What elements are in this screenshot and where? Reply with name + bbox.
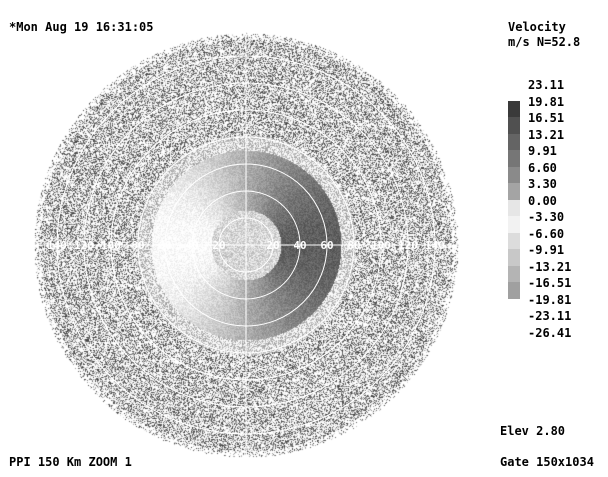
legend-swatch — [508, 166, 520, 183]
legend-label: -26.41 — [528, 325, 572, 340]
units-nyquist: m/s N=52.8 — [508, 35, 581, 49]
range-label: 40 — [293, 239, 306, 252]
range-label: 20 — [212, 239, 225, 252]
range-label: 80 — [131, 239, 144, 252]
legend-swatch — [508, 150, 520, 167]
elevation-angle: Elev 2.80 — [500, 424, 566, 438]
range-label: 20 — [266, 239, 279, 252]
product-title: Velocity — [508, 20, 566, 34]
legend-swatch — [508, 249, 520, 266]
legend-row: 16.51 — [508, 111, 600, 134]
legend-swatch — [508, 265, 520, 282]
legend-row: -19.81 — [508, 293, 600, 315]
legend-swatch — [508, 100, 520, 117]
legend-swatch — [508, 331, 520, 348]
legend-label: -6.60 — [528, 226, 565, 241]
range-label: 60 — [320, 239, 333, 252]
legend-swatch — [508, 216, 520, 233]
legend-row: -16.51 — [508, 276, 600, 299]
legend-row: 13.21 — [508, 128, 600, 150]
gate-info: Gate 150x1034 — [500, 455, 594, 469]
legend-row: 3.30 — [508, 177, 600, 200]
range-label: 80 — [347, 239, 360, 252]
legend-swatch — [508, 282, 520, 299]
legend-label: -16.51 — [528, 276, 572, 290]
legend-swatch — [508, 232, 520, 249]
legend-label: -23.11 — [528, 309, 572, 323]
legend-row: 6.60 — [508, 161, 600, 183]
legend-swatch — [508, 133, 520, 150]
legend-swatch — [508, 84, 520, 101]
legend-row: -13.21 — [508, 260, 600, 282]
legend-row: -6.60 — [508, 227, 600, 249]
scan-timestamp: *Mon Aug 19 16:31:05 — [9, 20, 156, 34]
range-label: 40 — [185, 239, 198, 252]
range-label: 60 — [158, 239, 171, 252]
legend-swatch — [508, 117, 520, 134]
legend-label: 19.81 — [528, 94, 565, 109]
legend-label: 13.21 — [528, 127, 565, 142]
legend-row: 9.91 — [508, 144, 600, 167]
legend-swatch — [508, 183, 520, 200]
legend-label: -19.81 — [528, 292, 572, 307]
range-label: 120 — [74, 239, 94, 252]
legend-swatch — [508, 298, 520, 315]
range-label: 140 — [425, 239, 445, 252]
legend-label: 9.91 — [528, 144, 557, 158]
legend-label: 0.00 — [528, 193, 557, 208]
legend-label: 16.51 — [528, 111, 565, 125]
legend-row: -26.41 — [508, 326, 600, 348]
legend-label: 23.11 — [528, 78, 565, 92]
legend-label: -9.91 — [528, 243, 565, 257]
range-label: 100 — [371, 239, 391, 252]
legend-label: 3.30 — [528, 177, 557, 191]
legend-row: -23.11 — [508, 309, 600, 332]
range-label: 140 — [47, 239, 67, 252]
display-mode: PPI 150 Km ZOOM 1 — [9, 455, 132, 469]
legend-row: 0.00 — [508, 194, 600, 216]
legend-swatch — [508, 315, 520, 332]
legend-row: 19.81 — [508, 95, 600, 117]
crosshair-axes — [34, 33, 458, 457]
legend-swatch — [508, 199, 520, 216]
range-labels: 140 120 100 80 60 40 20 20 40 60 80 100 120 140 — [47, 239, 445, 252]
legend-row: -3.30 — [508, 210, 600, 233]
legend-row: 23.11 — [508, 78, 600, 101]
legend-row: -9.91 — [508, 243, 600, 266]
range-label: 120 — [398, 239, 418, 252]
legend-label: -3.30 — [528, 210, 565, 224]
range-label: 100 — [101, 239, 121, 252]
velocity-color-legend: 23.11 19.81 16.51 13.21 9.91 6.60 3.30 0.00 -3.3… — [508, 78, 600, 348]
legend-label: 6.60 — [528, 160, 557, 175]
legend-label: -13.21 — [528, 259, 572, 274]
